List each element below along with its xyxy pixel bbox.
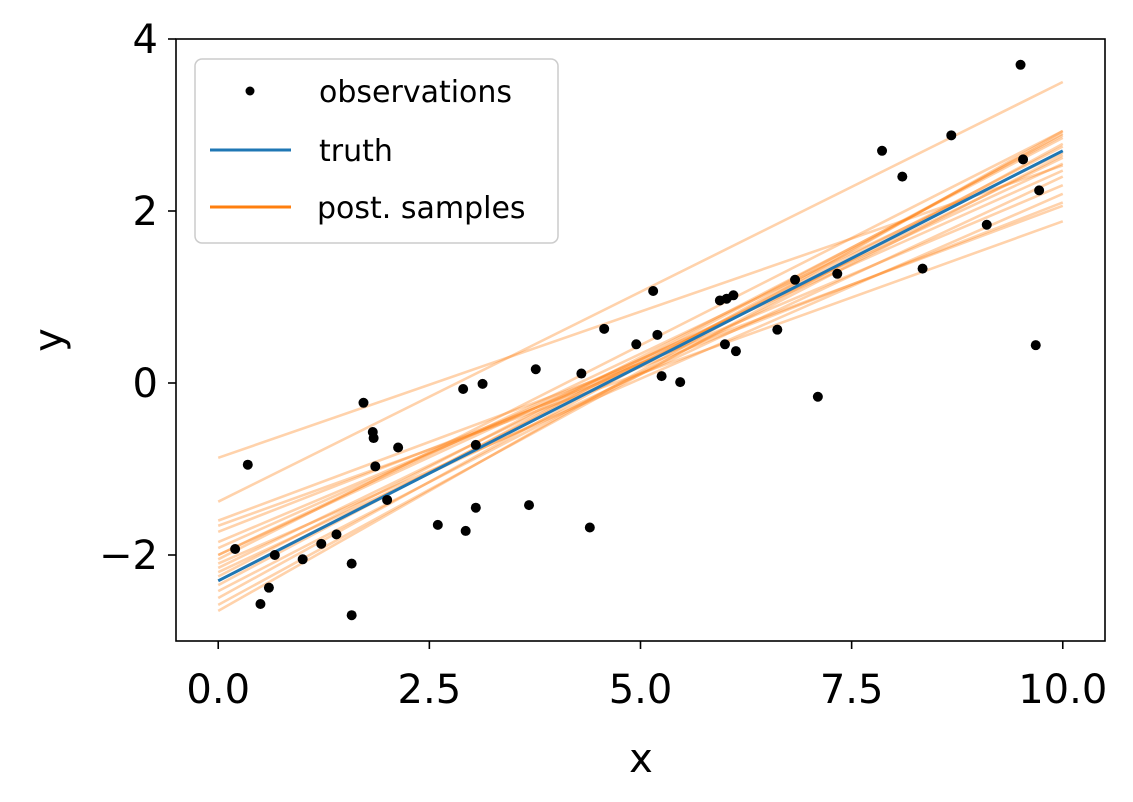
posterior-sample-line-18	[217, 129, 1064, 613]
y-axis-ticks: −2 0 2 4	[99, 17, 176, 579]
legend: observations truth post. samples	[194, 58, 559, 244]
observation-point-13	[370, 461, 381, 472]
observation-point-31	[675, 377, 686, 388]
observation-point-5	[297, 554, 308, 565]
posterior-sample-line-10	[217, 156, 1064, 570]
observation-point-36	[730, 346, 741, 357]
observation-point-17	[458, 384, 469, 395]
posterior-sample-line-12	[217, 136, 1064, 578]
x-axis-ticks: 0.0 2.5 5.0 7.5 10.0	[186, 641, 1107, 713]
posterior-sample-line-15	[217, 153, 1064, 593]
observation-point-25	[584, 522, 595, 533]
observation-point-16	[432, 519, 443, 530]
x-tick-label-4: 10.0	[1018, 667, 1107, 713]
y-tick-label-1: 0	[133, 361, 158, 407]
observation-point-33	[719, 339, 730, 350]
posterior-sample-line-9	[217, 192, 1064, 565]
legend-truth-label: truth	[319, 134, 393, 169]
observation-point-46	[1015, 59, 1026, 70]
observation-point-23	[530, 364, 541, 375]
observation-point-2	[255, 599, 266, 610]
x-tick-label-0: 0.0	[186, 667, 250, 713]
posterior-samples-group	[217, 80, 1064, 613]
observation-point-44	[946, 130, 957, 141]
observation-point-10	[358, 397, 369, 408]
posterior-sample-line-19	[217, 151, 1064, 557]
y-tick-label-0: −2	[99, 533, 158, 579]
y-axis-label: y	[26, 328, 72, 352]
observation-point-41	[877, 145, 888, 156]
observation-point-22	[524, 500, 535, 511]
observation-point-39	[812, 391, 823, 402]
posterior-sample-line-7	[217, 162, 1064, 557]
observation-point-37	[772, 324, 783, 335]
observation-point-28	[648, 285, 659, 296]
y-tick-label-2: 2	[133, 189, 158, 235]
observation-point-9	[346, 610, 357, 621]
posterior-sample-line-17	[217, 142, 1064, 607]
observation-point-40	[832, 268, 843, 279]
observation-point-42	[897, 171, 908, 182]
observation-point-21	[477, 378, 488, 389]
observation-point-15	[393, 442, 404, 453]
posterior-sample-line-2	[217, 204, 1064, 522]
posterior-sample-line-6	[217, 169, 1064, 550]
truth-group	[217, 149, 1064, 583]
observation-point-29	[652, 329, 663, 340]
observation-point-47	[1018, 154, 1029, 165]
observation-point-27	[631, 339, 642, 350]
legend-observations-label: observations	[319, 75, 512, 110]
observation-point-43	[917, 263, 928, 274]
x-tick-label-3: 7.5	[820, 667, 884, 713]
observation-point-24	[576, 368, 587, 379]
observation-point-38	[790, 274, 801, 285]
posterior-sample-line-1	[217, 80, 1064, 503]
observation-point-20	[470, 439, 481, 450]
x-tick-label-1: 2.5	[398, 667, 462, 713]
observation-point-4	[269, 550, 280, 560]
posterior-sample-line-5	[217, 184, 1064, 544]
y-tick-label-3: 4	[133, 17, 158, 63]
observation-point-49	[1034, 185, 1045, 196]
observation-point-45	[981, 219, 992, 230]
observation-point-12	[368, 433, 379, 444]
observation-point-35	[728, 290, 739, 301]
observation-point-1	[242, 459, 253, 470]
observation-point-26	[599, 323, 610, 334]
observation-point-14	[382, 494, 393, 505]
posterior-sample-line-11	[217, 175, 1064, 574]
observation-point-48	[1030, 340, 1041, 351]
truth-line	[217, 149, 1064, 583]
observation-point-0	[230, 543, 241, 554]
observation-point-7	[331, 529, 342, 540]
observations-group	[230, 59, 1045, 621]
x-tick-label-2: 5.0	[609, 667, 673, 713]
observation-point-19	[470, 502, 481, 513]
legend-post-samples-label: post. samples	[317, 191, 526, 226]
x-axis-label: x	[629, 736, 653, 782]
legend-box	[194, 58, 559, 244]
posterior-sample-line-0	[217, 164, 1064, 460]
observation-point-8	[346, 558, 357, 569]
observation-point-18	[460, 525, 471, 536]
observation-point-30	[656, 371, 667, 382]
observation-point-3	[263, 582, 274, 593]
legend-observations-marker	[245, 86, 255, 96]
observation-point-6	[316, 538, 327, 549]
